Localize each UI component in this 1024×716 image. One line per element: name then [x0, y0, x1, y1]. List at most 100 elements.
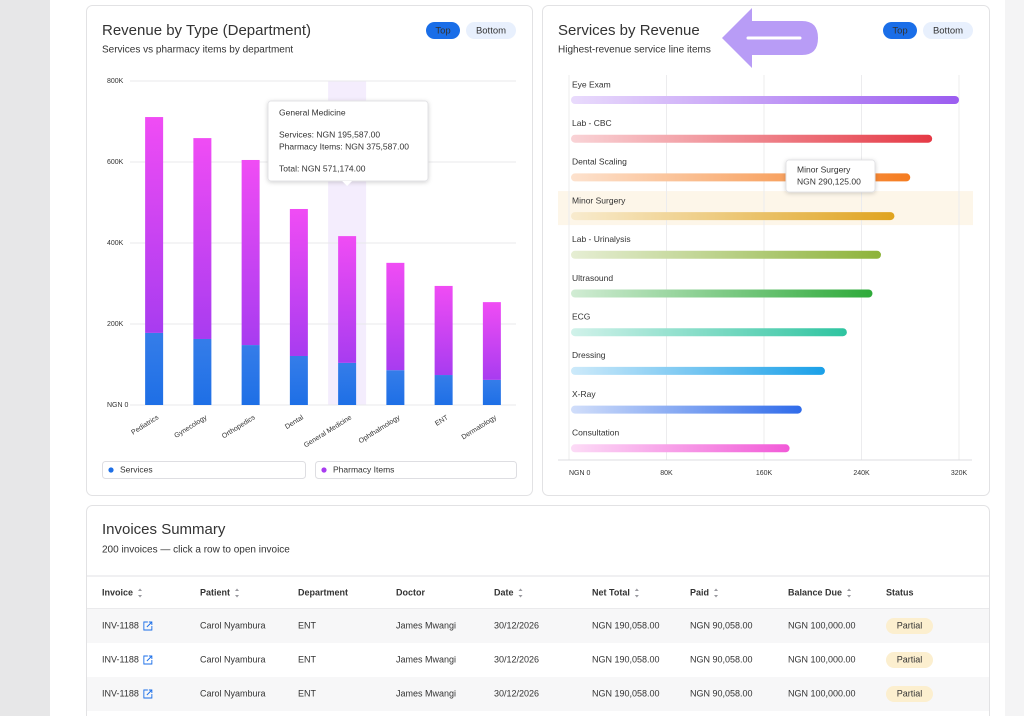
legend-box	[315, 461, 517, 479]
bar-segment	[145, 332, 164, 405]
cell: ENT	[298, 620, 317, 630]
table-row[interactable]: INV-1188 Carol Nyambura ENT James Mwangi 30/…	[87, 677, 989, 711]
table-row[interactable]: INV-1188 Carol Nyambura ENT James Mwangi 30/…	[87, 609, 989, 643]
cell: ENT	[298, 688, 317, 698]
column-header[interactable]: Date	[494, 587, 514, 597]
y-tick-label: NGN 0	[107, 402, 129, 409]
bar-segment	[386, 262, 405, 371]
bar	[571, 289, 873, 298]
bar	[571, 366, 825, 375]
category-label: Ultrasound	[572, 273, 613, 283]
category-label: Dressing	[572, 350, 606, 360]
cell: Carol Nyambura	[200, 654, 266, 664]
bar	[571, 250, 881, 259]
card-subtitle: Services vs pharmacy items by department	[102, 45, 293, 56]
x-tick-label: NGN 0	[569, 470, 591, 477]
bar	[571, 444, 790, 453]
toggle-label[interactable]: Bottom	[933, 26, 963, 37]
table-row[interactable]: INV-1188 Carol Nyambura ENT James Mwangi 30/…	[87, 643, 989, 677]
category-label: Dental Scaling	[572, 157, 627, 167]
toggle-button[interactable]	[923, 22, 973, 39]
external-link-icon[interactable]	[143, 655, 153, 665]
x-tick-label: 160K	[756, 470, 773, 477]
toggle-label[interactable]: Top	[892, 26, 907, 37]
category-label: X-Ray	[572, 389, 596, 399]
status-badge	[886, 652, 933, 668]
tooltip: General Medicine Services: NGN 195,587.00…	[267, 100, 429, 186]
bar-segment	[193, 138, 212, 339]
category-label: Lab - Urinalysis	[572, 234, 631, 244]
bar-segment	[482, 302, 501, 380]
x-tick-label: 320K	[951, 470, 968, 477]
row-background[interactable]	[87, 677, 989, 711]
bar-segment	[482, 379, 501, 405]
column-header[interactable]: Balance Due	[788, 587, 842, 597]
status-label: Partial	[897, 688, 923, 698]
cell: Carol Nyambura	[200, 620, 266, 630]
toggle-label[interactable]: Top	[435, 26, 450, 37]
legend-label: Pharmacy Items	[333, 464, 394, 474]
bar	[571, 405, 802, 414]
cell: NGN 100,000.00	[788, 688, 856, 698]
bar-segment	[338, 236, 357, 363]
bar-segment	[193, 338, 212, 405]
tooltip-box	[785, 159, 876, 193]
row-background[interactable]	[87, 643, 989, 677]
sort-icon[interactable]	[714, 588, 719, 598]
sort-icon[interactable]	[634, 588, 639, 598]
y-tick-label: 600K	[107, 159, 124, 166]
sort-icon[interactable]	[518, 588, 523, 598]
sort-icon[interactable]	[235, 588, 240, 598]
bar	[571, 212, 895, 221]
bar	[571, 96, 959, 104]
toggle-button[interactable]	[883, 22, 917, 39]
external-link-icon[interactable]	[143, 689, 153, 699]
tooltip-pointer	[342, 181, 353, 186]
bar-segment	[241, 345, 260, 405]
x-tick-label: 240K	[853, 470, 870, 477]
invoice-link[interactable]: INV-1188	[102, 688, 139, 698]
legend-label: Services	[120, 464, 153, 474]
tooltip-line: Total: NGN 571,174.00	[279, 163, 366, 173]
category-label: Minor Surgery	[572, 195, 626, 205]
bar-segment	[434, 375, 453, 405]
cell: James Mwangi	[396, 654, 456, 664]
card-subtitle: Highest-revenue service line items	[558, 45, 711, 56]
legend-marker	[108, 467, 114, 473]
cell: NGN 100,000.00	[788, 654, 856, 664]
row-background[interactable]	[87, 609, 989, 643]
invoice-link[interactable]: INV-1188	[102, 654, 139, 664]
status-label: Partial	[897, 654, 923, 664]
external-link-icon[interactable]	[143, 621, 153, 631]
status-label: Partial	[897, 620, 923, 630]
column-header[interactable]: Invoice	[102, 587, 133, 597]
sort-icon[interactable]	[138, 588, 143, 598]
bar	[571, 328, 847, 337]
y-tick-label: 800K	[107, 78, 124, 85]
column-header: Status	[886, 587, 914, 597]
toggle-button[interactable]	[466, 22, 516, 39]
cell: 30/12/2026	[494, 620, 539, 630]
card-title: Services by Revenue	[558, 22, 700, 39]
toggle-button[interactable]	[426, 22, 460, 39]
bar	[571, 134, 933, 143]
category-label: Eye Exam	[572, 79, 611, 89]
column-header[interactable]: Paid	[690, 587, 709, 597]
y-tick-label: 400K	[107, 240, 124, 247]
cell: ENT	[298, 654, 317, 664]
column-header[interactable]: Patient	[200, 587, 230, 597]
category-label: Lab - CBC	[572, 118, 612, 128]
sidebar	[0, 0, 50, 716]
content: Revenue by Type (Department) Services vs …	[87, 22, 989, 711]
toggle-label[interactable]: Bottom	[476, 26, 506, 37]
tooltip-title: General Medicine	[279, 107, 346, 117]
column-header[interactable]: Net Total	[592, 587, 630, 597]
sort-icon[interactable]	[847, 588, 852, 598]
bar-segment	[289, 355, 308, 405]
cell: Carol Nyambura	[200, 688, 266, 698]
tooltip-line: Services: NGN 195,587.00	[279, 129, 380, 139]
cell: NGN 190,058.00	[592, 654, 660, 664]
status-badge	[886, 618, 933, 634]
invoice-link[interactable]: INV-1188	[102, 620, 139, 630]
